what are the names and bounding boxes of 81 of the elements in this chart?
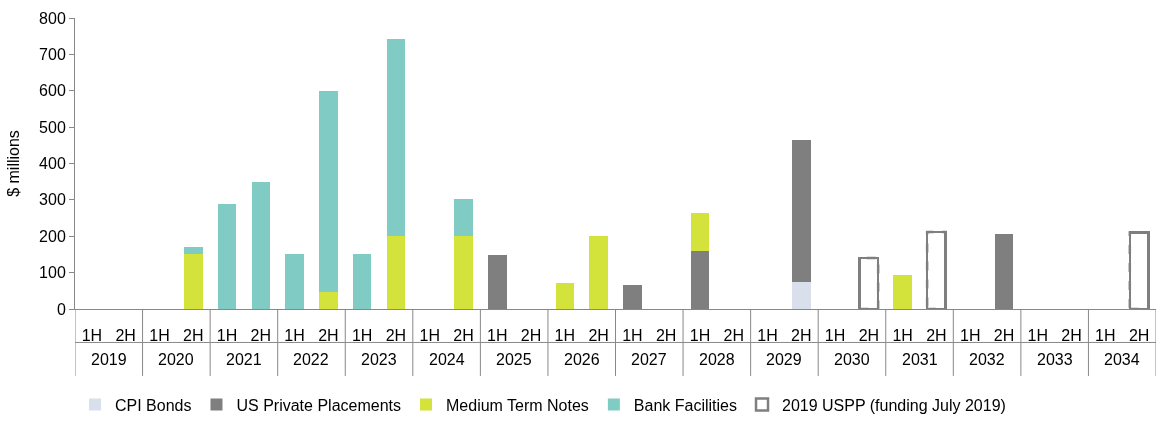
x-tick-label: 1H xyxy=(149,327,170,345)
legend-label: US Private Placements xyxy=(236,396,401,414)
x-tick-label: 2H xyxy=(385,327,407,345)
legend-label: CPI Bonds xyxy=(115,396,192,414)
x-tick-label: 1H xyxy=(1027,327,1048,345)
x-tick-label: 1H xyxy=(824,327,846,345)
x-tick-label: 2H xyxy=(115,327,136,345)
y-tick-label: 300 xyxy=(39,191,66,209)
x-tick-label: 2H xyxy=(1061,327,1082,345)
y-tick-label: 0 xyxy=(56,300,66,318)
text: 2022 xyxy=(293,351,329,368)
y-tick-label: 600 xyxy=(39,82,66,100)
text: 2029 xyxy=(766,351,802,368)
legend-label: 2019 USPP (funding July 2019) xyxy=(782,396,1006,414)
x-tick-label: 1H xyxy=(622,327,643,345)
text: 2027 xyxy=(631,351,667,368)
bar xyxy=(555,282,575,309)
bar xyxy=(589,235,608,309)
text: 2020 xyxy=(158,351,194,368)
bar xyxy=(251,181,271,309)
bar xyxy=(454,199,473,237)
x-tick-label: 2H xyxy=(723,327,744,345)
bar xyxy=(454,236,473,309)
text: 2031 xyxy=(902,351,938,368)
x-tick-label: 1H xyxy=(554,327,576,345)
y-tick-label: 800 xyxy=(39,9,66,27)
x-tick-label: 2H xyxy=(655,327,677,345)
x-tick-label: 1H xyxy=(757,327,778,345)
bar xyxy=(319,291,338,309)
x-tick-label: 1H xyxy=(892,327,913,345)
bar xyxy=(285,253,304,309)
legend-label: Medium Term Notes xyxy=(446,396,589,414)
y-tick-label: 400 xyxy=(39,155,66,173)
text: 2023 xyxy=(361,351,397,368)
y-tick-label: 200 xyxy=(39,227,66,245)
x-tick-label: 2H xyxy=(318,327,339,345)
text: 2024 xyxy=(429,351,465,368)
text: 2028 xyxy=(699,351,735,368)
bar xyxy=(352,253,372,309)
text: 2034 xyxy=(1104,351,1140,368)
x-tick-label: 1H xyxy=(959,327,981,345)
x-tick-label: 1H xyxy=(419,327,440,345)
bar xyxy=(792,282,811,309)
bar xyxy=(690,213,710,251)
x-tick-label: 2H xyxy=(520,327,542,345)
x-tick-label: 2H xyxy=(183,327,204,345)
bar xyxy=(183,247,203,255)
y-tick-label: 700 xyxy=(39,45,66,63)
legend-label: Bank Facilities xyxy=(633,396,738,414)
text: 2025 xyxy=(496,351,532,368)
bar xyxy=(217,203,237,309)
text: 2033 xyxy=(1037,351,1073,368)
text: 2032 xyxy=(969,351,1005,368)
x-tick-label: 2H xyxy=(926,327,947,345)
text: 2026 xyxy=(564,351,600,368)
x-tick-label: 2H xyxy=(250,327,272,345)
bar xyxy=(893,275,912,309)
text: 2030 xyxy=(834,351,870,368)
x-tick-label: 2H xyxy=(993,327,1015,345)
x-tick-label: 1H xyxy=(1095,327,1116,345)
bar xyxy=(386,39,406,237)
x-tick-label: 2H xyxy=(858,327,880,345)
bar xyxy=(792,139,811,283)
text: 2021 xyxy=(226,351,262,368)
bar xyxy=(386,236,406,309)
x-tick-label: 1H xyxy=(284,327,305,345)
x-tick-label: 2H xyxy=(791,327,812,345)
y-tick-label: 100 xyxy=(39,264,66,282)
text: 2019 xyxy=(91,351,127,368)
x-tick-label: 2H xyxy=(1128,327,1150,345)
bar xyxy=(183,254,203,309)
x-tick-label: 2H xyxy=(588,327,609,345)
bar xyxy=(319,90,338,292)
x-tick-label: 2H xyxy=(453,327,474,345)
x-tick-label: 1H xyxy=(689,327,711,345)
x-tick-label: 1H xyxy=(351,327,373,345)
y-axis-title: $ millions xyxy=(5,130,22,197)
x-tick-label: 1H xyxy=(487,327,508,345)
x-tick-label: 1H xyxy=(216,327,238,345)
y-tick-label: 500 xyxy=(39,118,66,136)
x-tick-label: 1H xyxy=(81,327,103,345)
